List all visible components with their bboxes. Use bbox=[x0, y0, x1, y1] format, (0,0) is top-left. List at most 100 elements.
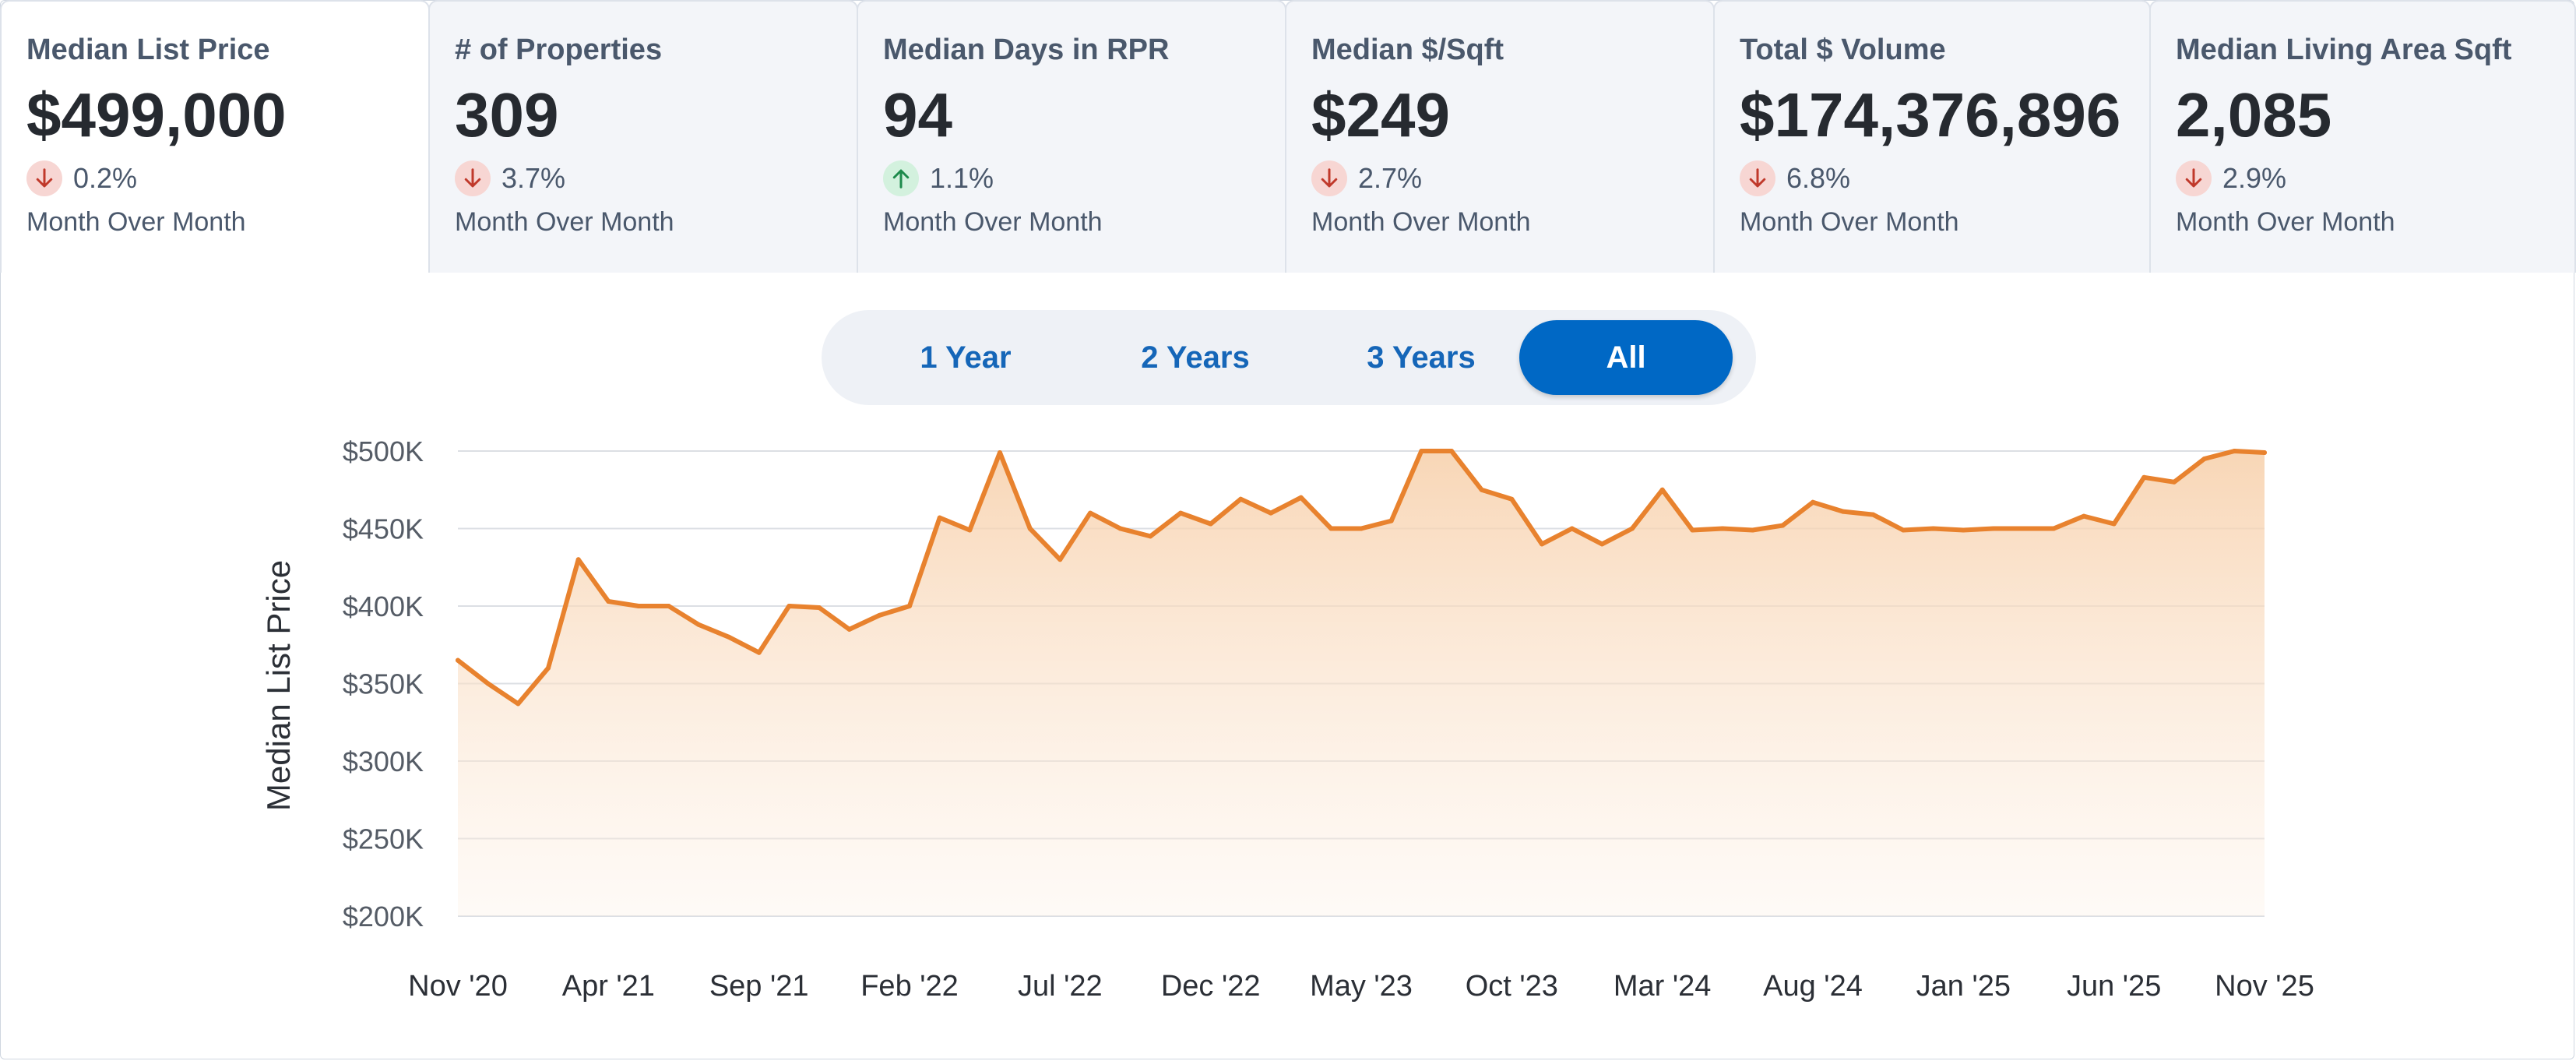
data-point[interactable] bbox=[1659, 487, 1665, 492]
data-point[interactable] bbox=[696, 622, 702, 627]
data-point[interactable] bbox=[817, 605, 822, 610]
metric-tab-median-living-area[interactable]: Median Living Area Sqft 2,085 2.9% Month… bbox=[2149, 0, 2576, 273]
metric-title: Median Living Area Sqft bbox=[2176, 33, 2512, 66]
data-point[interactable] bbox=[1930, 526, 1936, 531]
data-point[interactable] bbox=[1509, 496, 1515, 502]
metric-period: Month Over Month bbox=[883, 207, 1103, 237]
data-point[interactable] bbox=[1870, 512, 1876, 517]
x-tick-label: Jan '25 bbox=[1916, 970, 2011, 1003]
data-point[interactable] bbox=[727, 634, 731, 640]
data-point[interactable] bbox=[1449, 449, 1454, 453]
metric-change: 2.9% bbox=[2222, 162, 2287, 194]
arrow-down-icon bbox=[1740, 160, 1775, 196]
data-point[interactable] bbox=[1027, 526, 1033, 531]
x-tick-label: Jul '22 bbox=[1018, 970, 1103, 1003]
data-point[interactable] bbox=[1208, 521, 1213, 527]
data-point[interactable] bbox=[2082, 513, 2086, 519]
metric-tab-total-volume[interactable]: Total $ Volume $174,376,896 6.8% Month O… bbox=[1713, 0, 2151, 273]
metric-change: 1.1% bbox=[930, 162, 994, 194]
data-point[interactable] bbox=[485, 681, 491, 686]
metric-value: $249 bbox=[1311, 80, 1450, 150]
data-point[interactable] bbox=[1690, 527, 1695, 533]
data-point[interactable] bbox=[1148, 534, 1153, 539]
data-point[interactable] bbox=[1599, 541, 1605, 547]
data-point[interactable] bbox=[1991, 526, 1996, 531]
data-point[interactable] bbox=[1419, 449, 1424, 453]
data-point[interactable] bbox=[1569, 526, 1575, 531]
data-point[interactable] bbox=[937, 515, 942, 520]
range-1-year-button[interactable]: 1 Year bbox=[876, 320, 1055, 395]
metric-value: 309 bbox=[455, 80, 559, 150]
data-point[interactable] bbox=[2141, 474, 2147, 480]
x-tick-label: Aug '24 bbox=[1763, 970, 1863, 1003]
data-point[interactable] bbox=[907, 604, 912, 608]
range-3-years-button[interactable]: 3 Years bbox=[1324, 320, 1519, 395]
data-point[interactable] bbox=[1088, 510, 1093, 516]
data-point[interactable] bbox=[967, 527, 973, 533]
metric-period: Month Over Month bbox=[1740, 207, 1959, 237]
data-point[interactable] bbox=[606, 599, 611, 604]
data-point[interactable] bbox=[1961, 527, 1966, 533]
arrow-up-icon bbox=[883, 160, 919, 196]
data-point[interactable] bbox=[1540, 541, 1544, 547]
data-points bbox=[456, 449, 2267, 707]
data-point[interactable] bbox=[636, 604, 641, 608]
data-point[interactable] bbox=[1328, 526, 1334, 531]
data-point[interactable] bbox=[1057, 557, 1063, 562]
data-point[interactable] bbox=[575, 557, 581, 562]
metric-tab-median-list-price[interactable]: Median List Price $499,000 0.2% Month Ov… bbox=[0, 0, 430, 273]
metric-value: $174,376,896 bbox=[1740, 80, 2121, 150]
data-point[interactable] bbox=[846, 626, 852, 632]
x-tick-label: Feb '22 bbox=[860, 970, 959, 1003]
data-point[interactable] bbox=[1178, 510, 1183, 516]
metric-title: Median List Price bbox=[26, 33, 270, 66]
data-point[interactable] bbox=[1269, 510, 1273, 516]
data-point[interactable] bbox=[787, 604, 792, 608]
data-point[interactable] bbox=[2232, 449, 2237, 453]
range-2-years-button[interactable]: 2 Years bbox=[1098, 320, 1293, 395]
data-point[interactable] bbox=[2201, 456, 2207, 461]
data-point[interactable] bbox=[2172, 479, 2177, 485]
x-tick-label: Dec '22 bbox=[1161, 970, 1261, 1003]
data-point[interactable] bbox=[1479, 487, 1484, 492]
data-point[interactable] bbox=[516, 701, 521, 707]
data-point[interactable] bbox=[998, 450, 1002, 455]
data-point[interactable] bbox=[456, 657, 460, 663]
metric-value: $499,000 bbox=[26, 80, 287, 150]
x-tick-label: Sep '21 bbox=[709, 970, 809, 1003]
data-point[interactable] bbox=[1840, 509, 1846, 514]
x-tick-label: Nov '20 bbox=[408, 970, 508, 1003]
x-axis-ticks: Nov '20 Apr '21 Sep '21 Feb '22 Jul '22 Dec '… bbox=[408, 970, 2314, 1003]
data-point[interactable] bbox=[1901, 527, 1906, 533]
data-point[interactable] bbox=[2051, 526, 2057, 531]
metric-tab-number-of-properties[interactable]: # of Properties 309 3.7% Month Over Mont… bbox=[428, 0, 858, 273]
data-point[interactable] bbox=[1630, 526, 1635, 531]
data-point[interactable] bbox=[1388, 518, 1394, 523]
data-point[interactable] bbox=[1117, 526, 1123, 531]
metric-change: 2.7% bbox=[1358, 162, 1423, 194]
metric-tab-median-days-in-rpr[interactable]: Median Days in RPR 94 1.1% Month Over Mo… bbox=[857, 0, 1286, 273]
metric-tab-median-price-per-sqft[interactable]: Median $/Sqft $249 2.7% Month Over Month bbox=[1285, 0, 1715, 273]
data-point[interactable] bbox=[1359, 526, 1364, 531]
data-point[interactable] bbox=[1750, 527, 1755, 533]
y-tick-label: $300K bbox=[343, 746, 424, 777]
metric-title: Median $/Sqft bbox=[1311, 33, 1504, 66]
data-point[interactable] bbox=[1298, 495, 1304, 500]
data-point[interactable] bbox=[2262, 450, 2267, 455]
data-point[interactable] bbox=[546, 665, 551, 671]
data-point[interactable] bbox=[1811, 499, 1815, 505]
data-point[interactable] bbox=[877, 612, 882, 618]
data-point[interactable] bbox=[2021, 526, 2026, 531]
data-point[interactable] bbox=[1720, 526, 1725, 531]
x-tick-label: Jun '25 bbox=[2067, 970, 2161, 1003]
median-list-price-chart: $200K $250K $300K $350K $400K $450K $500K Nov … bbox=[260, 435, 2314, 1003]
data-point[interactable] bbox=[1780, 523, 1786, 528]
range-all-button[interactable]: All bbox=[1519, 320, 1733, 395]
data-point[interactable] bbox=[756, 650, 762, 655]
data-point[interactable] bbox=[666, 604, 671, 608]
data-point[interactable] bbox=[1238, 496, 1244, 502]
data-point[interactable] bbox=[2111, 521, 2117, 527]
y-tick-label: $500K bbox=[343, 435, 424, 467]
y-axis-label: Median List Price bbox=[260, 560, 297, 811]
